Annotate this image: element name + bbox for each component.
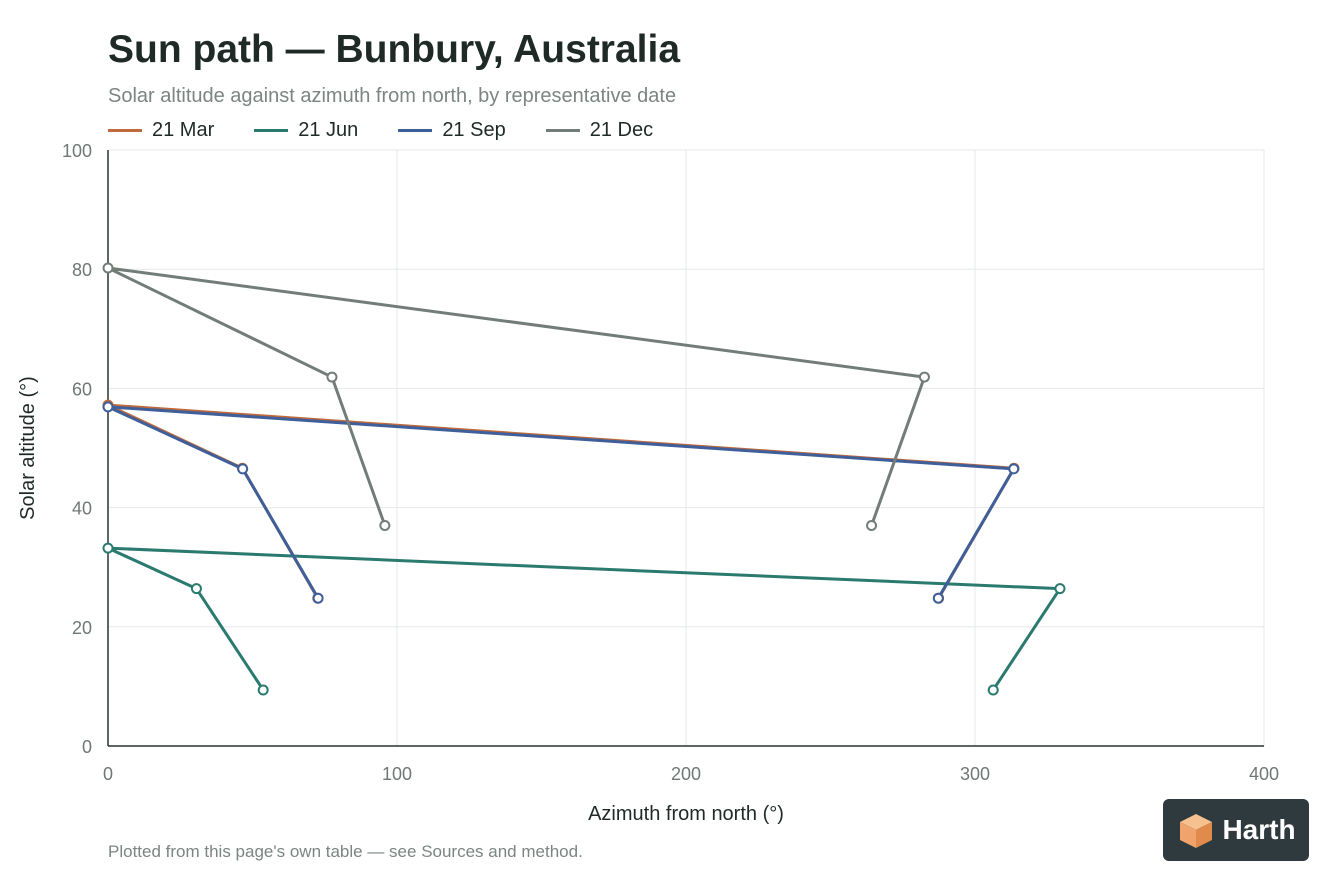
- chart-legend: 21 Mar 21 Jun 21 Sep 21 Dec: [108, 119, 693, 142]
- y-tick-label: 100: [62, 141, 92, 161]
- chart-title: Sun path — Bunbury, Australia: [108, 28, 681, 71]
- data-point: [237, 463, 249, 475]
- x-tick-label: 100: [382, 764, 412, 784]
- legend-item: 21 Jun: [254, 119, 358, 142]
- legend-label: 21 Mar: [152, 119, 215, 141]
- data-point: [866, 519, 878, 531]
- x-tick-label: 0: [103, 764, 113, 784]
- legend-label: 21 Dec: [589, 119, 654, 141]
- legend-label: 21 Sep: [442, 119, 506, 141]
- data-point: [312, 592, 324, 604]
- y-tick-label: 40: [72, 499, 92, 519]
- data-point: [1008, 463, 1020, 475]
- legend-swatch: [108, 129, 142, 132]
- data-point: [102, 262, 114, 274]
- data-point: [190, 583, 202, 595]
- legend-label: 21 Jun: [298, 119, 359, 141]
- y-tick-label: 80: [72, 260, 92, 280]
- x-axis-label: Azimuth from north (°): [588, 803, 784, 825]
- y-tick-label: 0: [82, 737, 92, 757]
- data-point: [326, 371, 338, 383]
- x-tick-label: 200: [671, 764, 701, 784]
- y-axis-label: Solar altitude (°): [17, 376, 39, 520]
- data-point: [102, 401, 114, 413]
- legend-item: 21 Sep: [398, 119, 506, 142]
- data-point: [379, 519, 391, 531]
- data-point: [102, 542, 114, 554]
- series-line: [106, 546, 1062, 691]
- legend-item: 21 Dec: [545, 119, 654, 142]
- data-point: [918, 371, 930, 383]
- legend-swatch: [254, 129, 289, 132]
- y-tick-label: 60: [72, 379, 92, 399]
- y-tick-label: 20: [72, 618, 92, 638]
- legend-item: 21 Mar: [108, 119, 214, 142]
- x-tick-label: 300: [960, 764, 990, 784]
- data-point: [987, 684, 999, 696]
- data-point: [257, 684, 269, 696]
- legend-swatch: [545, 129, 580, 132]
- data-point: [932, 592, 944, 604]
- harth-logo: Harth: [1163, 799, 1309, 861]
- data-point: [1054, 583, 1066, 595]
- logo-text: Harth: [1222, 814, 1296, 845]
- series-line: [106, 266, 926, 526]
- series-line: [106, 403, 1016, 599]
- cube-logo-icon: [1180, 814, 1213, 848]
- x-tick-label: 400: [1249, 764, 1279, 784]
- footnote: Plotted from this page's own table — see…: [108, 842, 583, 861]
- legend-swatch: [398, 129, 433, 132]
- chart-subtitle: Solar altitude against azimuth from nort…: [108, 85, 677, 107]
